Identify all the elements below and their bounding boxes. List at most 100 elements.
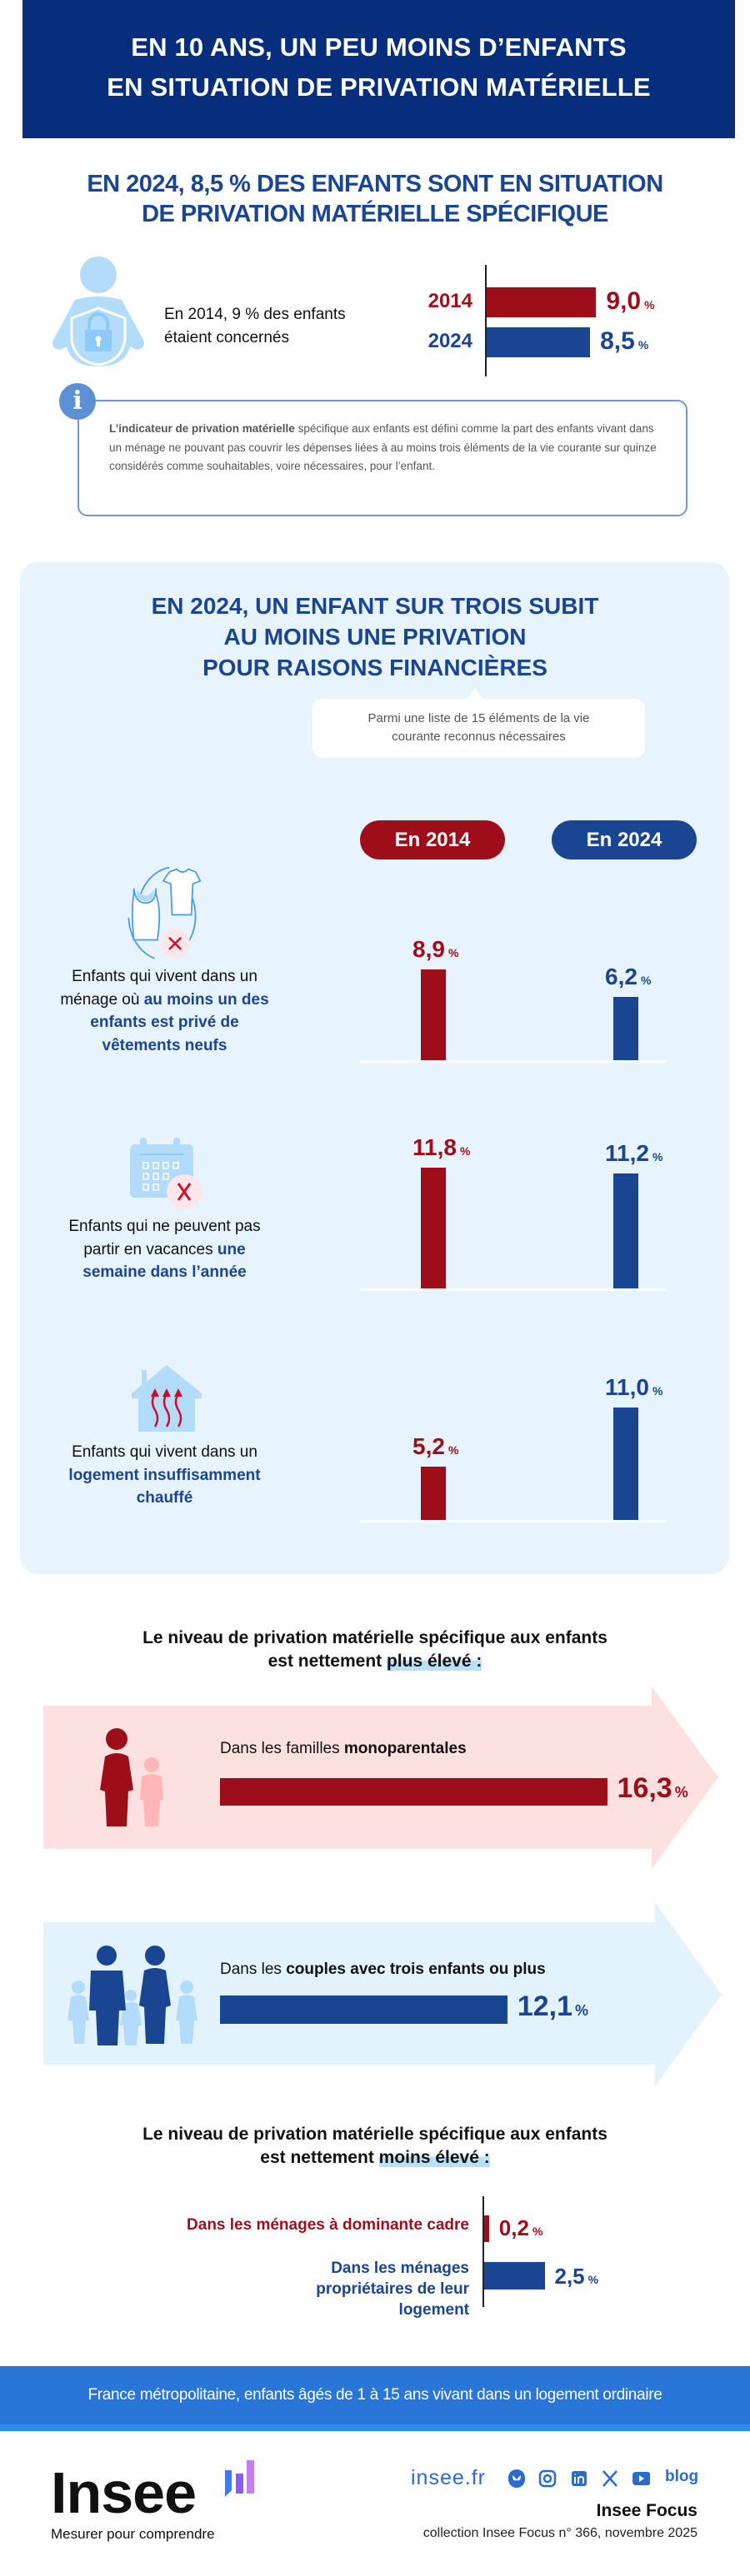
logo-bars-icon [225, 2460, 254, 2497]
collection-reference: collection Insee Focus n° 366, novembre … [422, 2526, 698, 2540]
value-number: 2,5 [554, 2264, 585, 2289]
bluesky-icon[interactable] [508, 2469, 526, 2489]
bar-proprietaires [484, 2262, 545, 2290]
legend-2024: En 2024 [552, 820, 697, 859]
value-unit: % [638, 338, 649, 351]
title-highlight: moins élevé : [378, 2148, 490, 2167]
category-cadre: Dans les ménages à dominante cadre [187, 2216, 469, 2234]
value-unit: % [674, 1784, 688, 1801]
logo-tagline: Mesurer pour comprendre [51, 2526, 215, 2542]
value-unit: % [652, 1383, 663, 1398]
callout-line-1: Parmi une liste de 15 éléments de la vie [368, 711, 590, 725]
group3-bar-en-2024 [613, 1407, 638, 1520]
callout-line-2: courante reconnus nécessaires [392, 730, 566, 744]
blog-link[interactable]: blog [665, 2468, 699, 2485]
label-emphasis: au moins un des enfants est privé de vêt… [90, 990, 269, 1054]
note-line-1: En 2014, 9 % des enfants [164, 306, 346, 323]
value-proprietaires: 2,5% [555, 2264, 599, 2290]
value-number: 8,5 [600, 327, 635, 355]
label-text: Enfants qui vivent dans un [72, 1443, 258, 1461]
category-text: Dans les [220, 1961, 287, 1978]
insee-site-link[interactable]: insee.fr [411, 2466, 486, 2489]
info-icon: i [59, 383, 96, 420]
clothes-crossed-icon [128, 866, 202, 959]
value-number: 8,9 [412, 935, 445, 962]
child-lock-icon [52, 257, 144, 366]
value-number: 12,1 [517, 1991, 573, 2022]
calendar-crossed-icon [130, 1138, 202, 1209]
section2-title-line-3: POUR RAISONS FINANCIÈRES [202, 655, 548, 680]
instagram-icon[interactable] [538, 2469, 557, 2489]
group3-bar-en-2014 [421, 1467, 446, 1520]
value-number: 11,0 [605, 1373, 649, 1400]
label-text: Enfants qui ne peuvent pas partir en vac… [68, 1218, 261, 1258]
bar-cadre [484, 2215, 489, 2242]
title-text: est nettement [260, 2148, 379, 2167]
chart1-category-2024: 2024 [428, 330, 472, 352]
group1-baseline [360, 1060, 667, 1063]
chart1-bar-2024 [487, 327, 591, 357]
title-text: est nettement [268, 1652, 387, 1671]
definition-term: L’indicateur de privation matérielle [109, 422, 295, 435]
value-unit: % [640, 973, 652, 987]
group3-baseline [360, 1520, 667, 1522]
section2-title-line-2: AU MOINS UNE PRIVATION [223, 624, 527, 650]
chart1-value-2014: 9,0% [606, 287, 654, 316]
main-title: EN 10 ANS, UN PEU MOINS D’ENFANTS EN SIT… [22, 0, 735, 138]
legend-2014: En 2014 [360, 820, 505, 859]
category-couples-3-enfants: Dans les couples avec trois enfants ou p… [220, 1961, 546, 1979]
scope-text: France métropolitaine, enfants âgés de 1… [88, 2386, 662, 2404]
section2-title-line-1: EN 2024, UN ENFANT SUR TROIS SUBIT [151, 593, 599, 619]
group3-value-2014: 5,2% [412, 1433, 458, 1460]
title-highlight: plus élevé : [386, 1652, 482, 1671]
callout-bubble: Parmi une liste de 15 éléments de la vie… [312, 687, 645, 758]
collection-title: Insee Focus [596, 2501, 698, 2520]
section5-title: Le niveau de privation matérielle spécif… [0, 2123, 750, 2170]
chart1-value-2024: 8,5% [600, 327, 648, 356]
section5-title-line-2: est nettement moins élevé : [0, 2146, 750, 2170]
section5-title-line-1: Le niveau de privation matérielle spécif… [142, 2125, 608, 2144]
group1-value-2024: 6,2% [605, 964, 651, 990]
group2-value-2014: 11,8% [412, 1134, 470, 1161]
single-parent-family-icon [100, 1728, 163, 1826]
value-number: 5,2 [412, 1433, 445, 1460]
value-unit: % [644, 298, 655, 311]
category-emphasis: couples avec trois enfants ou plus [286, 1961, 546, 1978]
linkedin-icon[interactable] [570, 2469, 588, 2489]
pink-arrow-background [43, 1687, 718, 1869]
value-number: 11,2 [605, 1140, 649, 1167]
value-unit: % [448, 1443, 459, 1457]
value-unit: % [448, 945, 459, 959]
group1-value-2014: 8,9% [412, 936, 458, 963]
cold-house-icon [132, 1365, 202, 1432]
value-couples-3-enfants: 12,1% [518, 1991, 588, 2023]
group2-label: Enfants qui ne peuvent pas partir en vac… [50, 1215, 279, 1284]
main-title-line-2: EN SITUATION DE PRIVATION MATÉRIELLE [107, 72, 651, 102]
section1-title: EN 2024, 8,5 % DES ENFANTS SONT EN SITUA… [0, 169, 750, 229]
section1-note: En 2014, 9 % des enfants étaient concern… [164, 303, 346, 350]
value-unit: % [652, 1150, 663, 1164]
bar-couples-3-enfants [220, 1996, 508, 2024]
section2-title: EN 2024, UN ENFANT SUR TROIS SUBIT AU MO… [0, 590, 750, 683]
group1-label: Enfants qui vivent dans un ménage où au … [50, 965, 279, 1057]
section4-title-line-1: Le niveau de privation matérielle spécif… [142, 1628, 608, 1647]
group1-bar-en-2024 [613, 996, 638, 1060]
section4-title-line-2: est nettement plus élevé : [0, 1650, 750, 1673]
value-number: 11,8 [412, 1134, 457, 1160]
label-text: Enfants qui vivent dans un ménage où [60, 968, 258, 1009]
section1-title-line-1: EN 2024, 8,5 % DES ENFANTS SONT EN SITUA… [87, 171, 663, 197]
x-icon[interactable] [601, 2469, 619, 2489]
blue-arrow-background [43, 1902, 722, 2086]
youtube-icon[interactable] [632, 2469, 650, 2489]
chart1-axis [485, 265, 487, 376]
group3-label: Enfants qui vivent dans un logement insu… [50, 1441, 279, 1510]
group2-bar-en-2014 [421, 1167, 446, 1288]
group1-bar-en-2014 [421, 969, 446, 1060]
section1-title-line-2: DE PRIVATION MATÉRIELLE SPÉCIFIQUE [142, 201, 608, 227]
large-family-icon [68, 1946, 198, 2045]
definition-text: spécifique aux enfants est défini comme … [109, 422, 657, 472]
group2-baseline [360, 1288, 667, 1291]
definition-box: L’indicateur de privation matérielle spé… [78, 400, 688, 516]
value-number: 6,2 [605, 963, 638, 989]
value-cadre: 0,2% [499, 2215, 543, 2241]
